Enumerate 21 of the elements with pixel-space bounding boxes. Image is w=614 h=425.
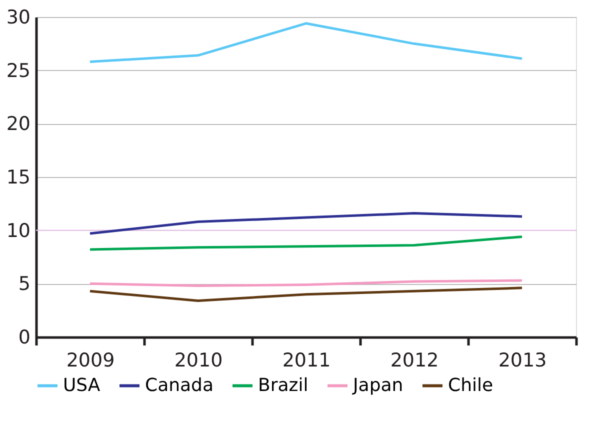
line-series — [88, 286, 524, 302]
line-series — [88, 235, 524, 251]
y-tick-label: 20 — [6, 113, 30, 136]
y-tick-label: 15 — [6, 166, 30, 188]
y-tick-label: 30 — [6, 6, 30, 28]
x-tick-label: 2011 — [282, 350, 331, 372]
x-tick-label: 2013 — [498, 350, 547, 372]
x-tick-label: 2009 — [66, 350, 115, 372]
legend-label: Chile — [448, 374, 494, 396]
y-tick-label: 5 — [18, 273, 30, 296]
x-tick-label: 2010 — [174, 350, 223, 372]
line-series — [88, 212, 524, 235]
y-tick-label: 10 — [6, 220, 30, 242]
legend-label: USA — [63, 374, 101, 396]
legend-label: Japan — [352, 374, 404, 396]
legend-label: Brazil — [258, 374, 308, 396]
line-series — [88, 22, 524, 64]
y-tick-label: 25 — [6, 60, 30, 82]
legend-label: Canada — [145, 374, 214, 396]
x-tick-label: 2012 — [390, 350, 439, 372]
y-tick-label: 0 — [18, 326, 30, 348]
